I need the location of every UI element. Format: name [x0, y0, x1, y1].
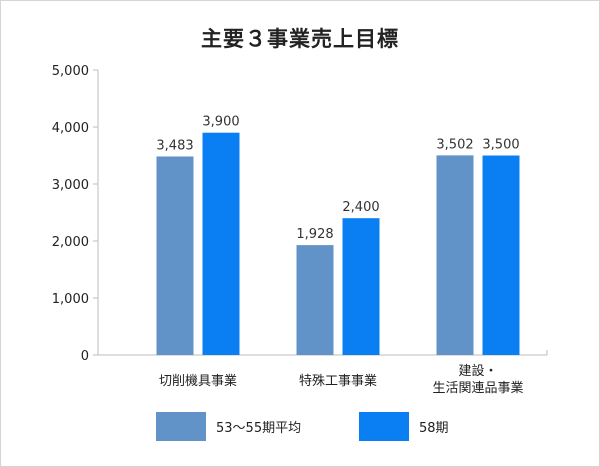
legend: 53〜55期平均 58期	[1, 411, 599, 441]
data-label: 2,400	[342, 200, 379, 215]
legend-swatch-series-1	[156, 411, 206, 441]
y-tick-label: 1,000	[52, 292, 89, 307]
y-tick-label: 4,000	[52, 121, 89, 136]
y-tick-label: 0	[81, 349, 89, 364]
bar	[436, 155, 474, 355]
data-label: 3,500	[482, 138, 519, 153]
y-tick-label: 2,000	[52, 235, 89, 250]
y-tick-label: 5,000	[52, 64, 89, 79]
x-tick-label: 特殊工事事業	[299, 373, 377, 389]
legend-item-series-1: 53〜55期平均	[156, 411, 301, 441]
data-label: 3,483	[156, 138, 193, 153]
bar	[296, 245, 334, 355]
legend-label-series-1: 53〜55期平均	[216, 420, 302, 436]
x-tick-label: 生活関連品事業	[432, 380, 523, 396]
bar	[202, 132, 240, 355]
chart-title: 主要３事業売上目標	[201, 27, 399, 51]
x-tick-label: 建設・	[458, 363, 497, 379]
data-label: 1,928	[296, 227, 333, 242]
bar	[342, 218, 380, 355]
legend-swatch-series-2	[359, 411, 409, 441]
x-tick-label: 切削機具事業	[159, 373, 237, 389]
data-label: 3,900	[202, 115, 239, 130]
bar	[482, 155, 520, 355]
y-tick-label: 3,000	[52, 178, 89, 193]
plot-area: 0 1,000 2,000 3,000 4,000 5,000 3,483 1,928 3,50…	[52, 64, 548, 396]
data-label: 3,502	[436, 137, 473, 152]
bar	[156, 156, 194, 355]
legend-label-series-2: 58期	[419, 420, 449, 436]
legend-item-series-2: 58期	[359, 411, 449, 441]
